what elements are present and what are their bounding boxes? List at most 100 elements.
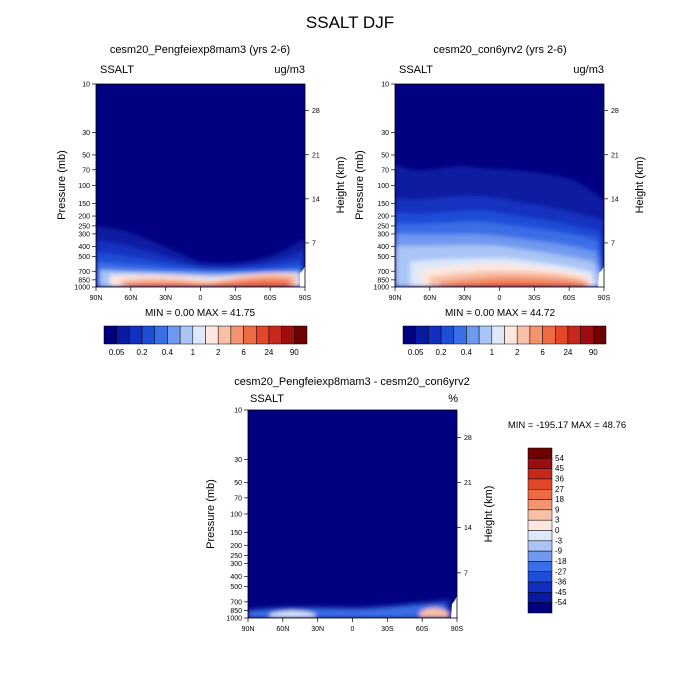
colorbar-label: 3 [555, 516, 560, 525]
colorbar-swatch [527, 592, 553, 603]
colorbar-swatch [129, 325, 143, 345]
colorbar-label: 45 [555, 464, 564, 473]
panel-2-terrain [598, 266, 604, 287]
pressure-tick-label: 500 [78, 254, 90, 261]
colorbar-swatch [217, 325, 232, 345]
pressure-tick-label: 100 [230, 512, 242, 519]
pressure-tick-label: 200 [230, 543, 242, 550]
panel-2-ylabel: Pressure (mb) [354, 150, 366, 220]
colorbar-swatch [527, 602, 553, 614]
colorbar-label: 2 [216, 348, 221, 357]
colorbar-swatch [192, 325, 206, 345]
pressure-tick-label: 850 [377, 277, 389, 284]
panel-3-axes: 1030507010015020025030040050070085010002… [226, 408, 471, 634]
colorbar-label: 90 [589, 348, 598, 357]
panel-1-contours [96, 226, 305, 287]
colorbar-label: 1 [490, 348, 495, 357]
colorbar-swatch [527, 519, 553, 531]
panel-3: cesm20_Pengfeiexp8mam3 - cesm20_con6yrv2… [205, 376, 626, 619]
colorbar-swatch [230, 325, 244, 345]
panel-1-stats: MIN = 0.00 MAX = 41.75 [145, 308, 255, 319]
pressure-tick-label: 400 [377, 244, 389, 251]
panel-1-ylabel: Pressure (mb) [56, 150, 68, 220]
pressure-tick-label: 850 [230, 608, 242, 615]
pressure-tick-label: 250 [78, 223, 90, 230]
height-tick-label: 28 [312, 108, 320, 115]
colorbar-swatch [567, 325, 581, 345]
colorbar-swatch [580, 325, 594, 345]
height-tick-label: 28 [464, 435, 472, 442]
colorbar-swatch [415, 325, 429, 345]
panel-1-terrain [300, 266, 305, 287]
height-tick-label: 28 [611, 108, 619, 115]
lat-tick-label: 30N [458, 295, 471, 302]
colorbar-swatch [281, 325, 295, 345]
panel-3-ylabel-right: Height (km) [483, 486, 495, 543]
panel-3-background [248, 410, 457, 618]
colorbar-label: 0.4 [162, 348, 174, 357]
pressure-tick-label: 10 [82, 82, 90, 89]
pressure-tick-label: 150 [78, 201, 90, 208]
colorbar-swatch [527, 468, 553, 480]
colorbar-swatch [527, 499, 553, 511]
lat-tick-label: 90N [90, 295, 103, 302]
panel-2-units: ug/m3 [573, 64, 604, 76]
colorbar-swatch [103, 325, 117, 345]
pressure-tick-label: 50 [381, 152, 389, 159]
colorbar-label: -9 [555, 547, 563, 556]
lat-tick-label: 90S [451, 626, 464, 633]
colorbar-swatch [527, 550, 553, 562]
colorbar-label: 0 [555, 526, 560, 535]
colorbar-swatch [527, 478, 553, 490]
pressure-tick-label: 250 [230, 553, 242, 560]
colorbar-swatch [466, 325, 480, 345]
lat-tick-label: 60S [563, 295, 576, 302]
pressure-tick-label: 1000 [373, 285, 389, 292]
colorbar-swatch [154, 325, 168, 345]
colorbar-label: 90 [290, 348, 299, 357]
panel-2-stats: MIN = 0.00 MAX = 44.72 [445, 308, 555, 319]
lat-tick-label: 90S [299, 295, 312, 302]
pressure-tick-label: 700 [230, 599, 242, 606]
colorbar-swatch [529, 325, 543, 345]
colorbar-swatch [527, 447, 553, 459]
colorbar-swatch [402, 325, 416, 345]
pressure-tick-label: 500 [377, 254, 389, 261]
panel-1-colorbar: 0.05 0.2 0.4 1 2 6 24 90 [103, 325, 308, 357]
pressure-tick-label: 30 [82, 130, 90, 137]
pressure-tick-label: 50 [234, 480, 242, 487]
colorbar-swatch [453, 325, 467, 345]
panel-1-plot-area [96, 84, 305, 287]
pressure-tick-label: 100 [78, 183, 90, 190]
colorbar-label: -45 [555, 588, 567, 597]
pressure-tick-label: 400 [230, 574, 242, 581]
lat-tick-label: 60N [124, 295, 137, 302]
pressure-tick-label: 1000 [226, 616, 242, 623]
pressure-tick-label: 300 [78, 231, 90, 238]
lat-tick-label: 60S [416, 626, 429, 633]
panel-2-plot-area [395, 84, 604, 287]
height-tick-label: 7 [464, 570, 468, 577]
colorbar-label: -36 [555, 578, 567, 587]
pressure-tick-label: 100 [377, 183, 389, 190]
panel-3-title: cesm20_Pengfeiexp8mam3 - cesm20_con6yrv2 [234, 376, 469, 388]
lat-tick-label: 0 [199, 295, 203, 302]
pressure-tick-label: 300 [377, 231, 389, 238]
colorbar-swatch [440, 325, 454, 345]
lat-tick-label: 30N [311, 626, 324, 633]
panel-3-plot-area [248, 410, 457, 618]
colorbars-layer: 0.05 0.2 0.4 1 2 6 24 90 0.05 0.2 0.4 1 2 6 24 90544536… [103, 325, 607, 614]
panel-2-left-string: SSALT [399, 64, 433, 76]
panel-3-terrain [451, 596, 457, 618]
colorbar-label: 6 [241, 348, 246, 357]
pressure-tick-label: 70 [381, 167, 389, 174]
colorbar-label: 6 [540, 348, 545, 357]
pressure-tick-label: 50 [82, 152, 90, 159]
colorbar-swatch [116, 325, 130, 345]
colorbar-label: 0.2 [436, 348, 448, 357]
colorbar-swatch [516, 325, 531, 345]
panel-2-ylabel-right: Height (km) [634, 157, 646, 214]
panel-1-ylabel-right: Height (km) [335, 157, 347, 214]
colorbar-swatch [428, 325, 442, 345]
